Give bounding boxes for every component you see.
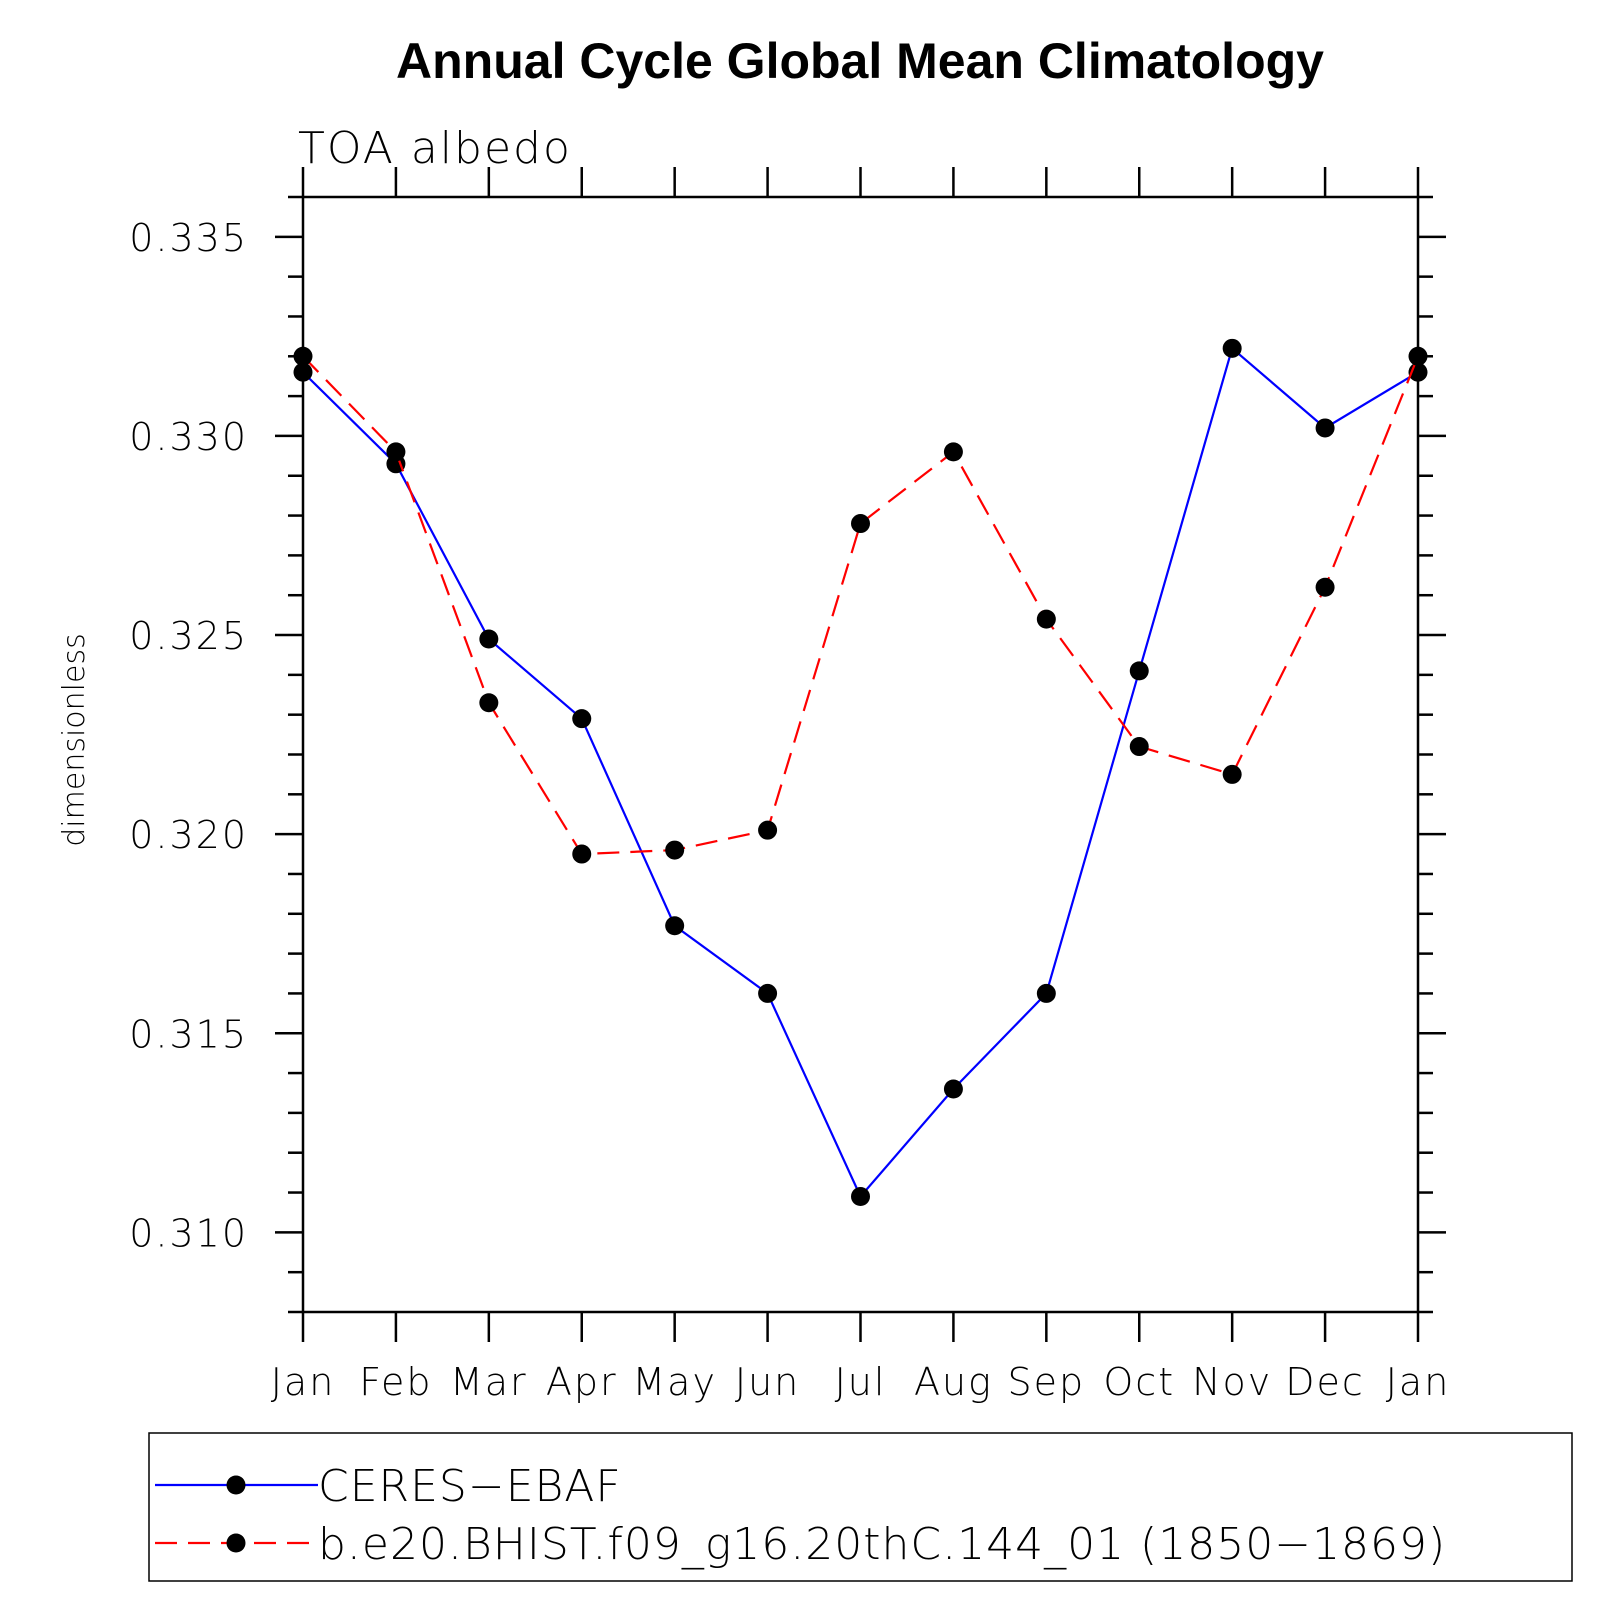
data-point — [665, 916, 685, 936]
data-point — [851, 1187, 870, 1207]
x-tick-label: Jan — [271, 1360, 336, 1404]
y-tick-label: 0.335 — [129, 216, 248, 260]
x-tick-labels: Jan Feb Mar Apr May Jun Jul Aug Sep Oct Nov Dec Jan — [271, 1360, 1451, 1404]
legend-marker — [226, 1533, 246, 1553]
x-tick-label: Dec — [1285, 1360, 1365, 1404]
x-tick-label: Jul — [835, 1360, 887, 1404]
y-axis-label: dimensionless — [57, 633, 92, 846]
x-tick-label: Feb — [359, 1360, 432, 1404]
series-1 — [293, 346, 1428, 864]
y-tick-label: 0.320 — [129, 813, 248, 857]
chart-title: Annual Cycle Global Mean Climatology — [396, 33, 1324, 89]
x-tick-label: Jan — [1386, 1360, 1451, 1404]
x-tick-label: Nov — [1192, 1360, 1272, 1404]
data-point — [293, 346, 313, 366]
legend: CERES−EBAF b.e20.BHIST.f09_g16.20thC.144_… — [148, 1432, 1573, 1582]
y-tick-label: 0.310 — [129, 1211, 248, 1255]
data-point — [1222, 764, 1242, 784]
data-point — [1036, 983, 1056, 1003]
data-point — [1129, 737, 1149, 757]
x-tick-label: Apr — [546, 1360, 618, 1404]
data-point — [758, 983, 778, 1003]
x-tick-label: Jun — [735, 1360, 800, 1404]
data-point — [1129, 661, 1149, 681]
data-point — [1315, 418, 1335, 438]
x-tick-label: Aug — [914, 1360, 993, 1404]
series-0 — [293, 338, 1428, 1207]
series-line — [302, 346, 1419, 1199]
legend-marker — [226, 1475, 246, 1495]
data-point — [386, 442, 406, 462]
data-point — [572, 709, 592, 729]
y-tick-labels: 0.310 0.315 0.320 0.325 0.330 0.335 — [129, 216, 248, 1256]
data-point — [665, 840, 685, 860]
x-tick-label: Sep — [1008, 1360, 1086, 1404]
x-tick-label: Mar — [450, 1360, 528, 1404]
data-point — [758, 820, 778, 840]
chart-subtitle: TOA albedo — [298, 123, 572, 174]
data-point — [1408, 346, 1428, 366]
data-point — [943, 1079, 963, 1099]
data-point — [1315, 577, 1335, 597]
legend-label: CERES−EBAF — [318, 1461, 622, 1512]
legend-items: CERES−EBAF b.e20.BHIST.f09_g16.20thC.144_… — [155, 1461, 1446, 1570]
data-point — [479, 693, 499, 713]
y-tick-label: 0.330 — [129, 415, 248, 459]
y-tick-label: 0.325 — [129, 614, 248, 658]
axes — [275, 167, 1446, 1342]
data-point — [572, 844, 592, 864]
y-tick-label: 0.315 — [129, 1012, 248, 1056]
data-point — [1222, 338, 1242, 358]
series-layer — [293, 338, 1428, 1207]
data-point — [943, 442, 963, 462]
data-point — [851, 514, 870, 534]
data-point — [293, 362, 313, 382]
legend-box — [148, 1432, 1573, 1582]
legend-label: b.e20.BHIST.f09_g16.20thC.144_01 (1850−1… — [318, 1519, 1446, 1570]
x-tick-label: May — [632, 1360, 717, 1404]
data-point — [1036, 609, 1056, 629]
x-tick-label: Oct — [1103, 1360, 1175, 1404]
data-point — [479, 629, 499, 649]
